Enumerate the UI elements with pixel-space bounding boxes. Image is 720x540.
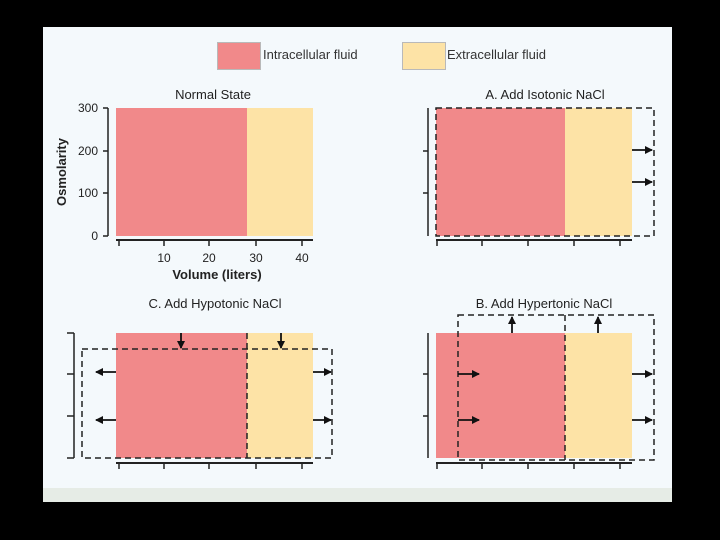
- hypertonic-ticks: [423, 373, 621, 469]
- panel-isotonic-title: A. Add Isotonic NaCl: [485, 87, 604, 102]
- panel-hypertonic: B. Add Hypertonic NaCl: [423, 296, 655, 469]
- normal-y-tick-label: 0: [91, 229, 98, 243]
- panel-isotonic: A. Add Isotonic NaCl: [423, 87, 655, 246]
- hypotonic-extracellular-block: [247, 333, 313, 458]
- isotonic-extracellular-block: [565, 108, 632, 236]
- hypotonic-dashed-outline: [81, 348, 333, 459]
- panel-normal-title: Normal State: [175, 87, 251, 102]
- panel-hypertonic-title: B. Add Hypertonic NaCl: [476, 296, 613, 311]
- normal-intracellular-block: [116, 108, 247, 236]
- panel-hypotonic-title: C. Add Hypotonic NaCl: [149, 296, 282, 311]
- normal-y-ticks: [103, 107, 108, 237]
- legend-intracellular-swatch: [217, 42, 261, 70]
- legend-extracellular-label: Extracellular fluid: [447, 47, 546, 62]
- normal-x-tick-label: 10: [157, 251, 171, 265]
- normal-x-tick-label: 40: [295, 251, 309, 265]
- normal-y-axis-label: Osmolarity: [54, 137, 69, 206]
- normal-x-tick-label: 20: [202, 251, 216, 265]
- panel-hypotonic: C. Add Hypotonic NaCl: [67, 296, 333, 469]
- normal-x-tick-label: 30: [249, 251, 263, 265]
- isotonic-ticks: [423, 150, 621, 246]
- normal-y-tick-label: 300: [78, 101, 98, 115]
- hypotonic-ticks: [67, 332, 303, 469]
- hypertonic-intracellular-block: [436, 333, 565, 458]
- legend-intracellular-label: Intracellular fluid: [263, 47, 358, 62]
- panel-normal-state: Normal State 300 200 100 0 10 20 30 40 V…: [54, 87, 313, 282]
- hypotonic-intracellular-block: [116, 333, 247, 458]
- normal-y-tick-label: 100: [78, 186, 98, 200]
- isotonic-dashed-outline: [435, 107, 655, 237]
- isotonic-intracellular-block: [436, 108, 565, 236]
- legend-extracellular-swatch: [402, 42, 446, 70]
- normal-x-axis-label: Volume (liters): [172, 267, 261, 282]
- normal-x-ticks: [118, 240, 303, 246]
- slide-footer-strip: [43, 488, 672, 502]
- normal-y-tick-label: 200: [78, 144, 98, 158]
- hypertonic-extracellular-block: [565, 333, 632, 458]
- normal-extracellular-block: [247, 108, 313, 236]
